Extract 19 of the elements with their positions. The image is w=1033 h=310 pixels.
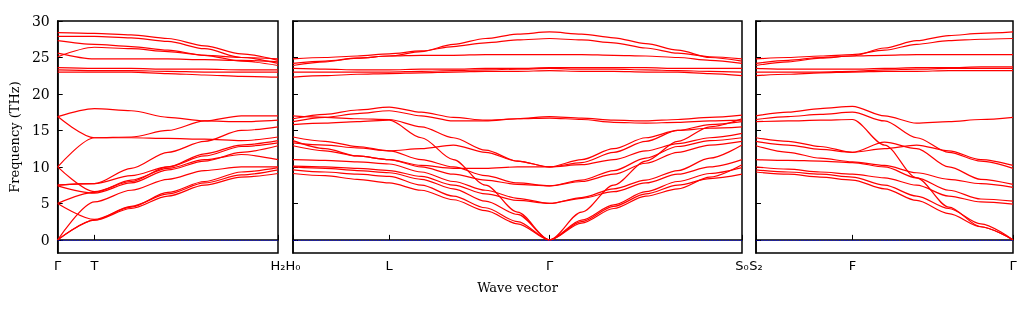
y-tick-label: 0 [40,231,50,248]
x-tick-label: S₂ [749,258,763,273]
y-tick-label: 30 [31,13,50,29]
x-axis-title: Wave vector [477,280,559,295]
x-tick-label: L [385,258,394,273]
x-tick-label: F [848,258,857,273]
x-tick-label: H₀ [285,258,301,273]
x-tick-label: S₀ [735,258,749,273]
y-tick-label: 15 [31,122,50,139]
x-tick-label: Γ [1009,258,1018,273]
x-tick-label: T [89,258,99,273]
x-tick-label: H₂ [270,258,286,273]
y-tick-label: 20 [31,85,50,102]
y-tick-label: 10 [31,158,50,175]
x-tick-label: Γ [54,258,63,273]
x-tick-label: Γ [545,258,554,273]
y-tick-label: 25 [31,49,50,66]
y-axis-title: Frequency (THz) [7,81,22,193]
y-tick-label: 5 [40,195,50,212]
